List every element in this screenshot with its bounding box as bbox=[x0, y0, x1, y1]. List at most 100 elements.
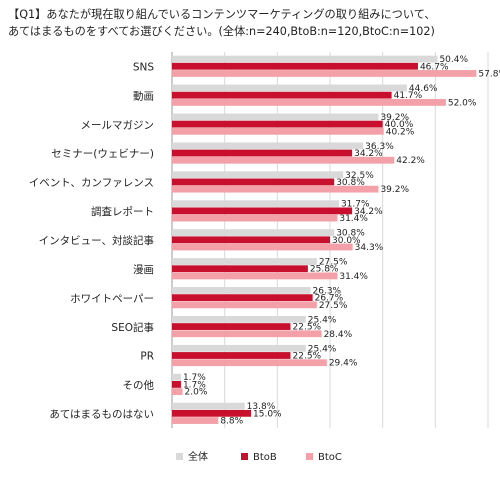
bar-全体 bbox=[172, 373, 181, 381]
chart-title-line1: 【Q1】あなたが現在取り組んでいるコンテンツマーケティングの取り組みについて、 bbox=[8, 8, 436, 21]
data-label: 26.3% bbox=[313, 286, 342, 296]
data-label: 30.0% bbox=[332, 236, 361, 246]
bar-全体 bbox=[172, 171, 344, 179]
category-label: セミナー(ウェビナー) bbox=[51, 148, 154, 160]
data-label: 40.0% bbox=[385, 120, 414, 130]
bar-全体 bbox=[172, 229, 335, 236]
bar-btob bbox=[172, 149, 353, 157]
bar-全体 bbox=[172, 258, 317, 265]
data-label: 15.0% bbox=[253, 409, 282, 419]
bar-btoc bbox=[172, 70, 477, 77]
data-label: 27.5% bbox=[319, 258, 348, 268]
bar-全体 bbox=[172, 315, 306, 323]
data-label: 36.3% bbox=[365, 142, 394, 152]
data-label: 22.5% bbox=[293, 323, 322, 333]
data-label: 32.5% bbox=[345, 171, 374, 181]
data-label: 2.0% bbox=[185, 388, 208, 398]
bar-btob bbox=[172, 236, 330, 244]
bar-全体 bbox=[172, 344, 306, 352]
bar-btoc bbox=[172, 388, 183, 396]
bar-btob bbox=[172, 323, 291, 330]
legend-label: 全体 bbox=[188, 450, 208, 463]
data-label: 25.4% bbox=[308, 315, 337, 325]
data-label: 31.4% bbox=[339, 272, 368, 282]
data-label: 31.7% bbox=[341, 200, 370, 210]
category-label: 調査レポート bbox=[91, 205, 154, 218]
category-label: あてはまるものはない bbox=[49, 409, 154, 421]
data-label: 30.8% bbox=[336, 229, 365, 239]
bar-btob bbox=[172, 352, 291, 359]
data-label: 25.4% bbox=[308, 344, 337, 354]
bar-btob bbox=[172, 207, 353, 215]
data-label: 31.4% bbox=[339, 214, 368, 224]
data-label: 41.7% bbox=[394, 91, 423, 101]
category-label: ホワイトペーパー bbox=[70, 293, 154, 305]
category-label: メールマガジン bbox=[81, 119, 155, 131]
bar-btoc bbox=[172, 417, 219, 424]
data-label: 27.5% bbox=[319, 301, 348, 311]
data-label: 1.7% bbox=[183, 373, 206, 383]
legend-label: BtoB bbox=[253, 452, 277, 463]
bar-btob bbox=[172, 294, 313, 302]
bar-全体 bbox=[172, 55, 438, 63]
data-label: 8.8% bbox=[220, 417, 243, 427]
bar-全体 bbox=[172, 402, 245, 410]
bar-btob bbox=[172, 120, 383, 128]
bar-btob bbox=[172, 62, 418, 70]
bar-btoc bbox=[172, 330, 322, 338]
category-label: その他 bbox=[123, 379, 155, 392]
data-label: 40.2% bbox=[386, 127, 415, 137]
legend-swatch bbox=[306, 453, 313, 460]
bar-btoc bbox=[172, 272, 338, 280]
category-label: SEO記事 bbox=[111, 321, 154, 334]
data-label: 1.7% bbox=[183, 380, 206, 390]
category-label: イベント、カンファレンス bbox=[29, 177, 154, 189]
bar-btoc bbox=[172, 359, 327, 367]
legend-swatch bbox=[176, 453, 183, 460]
chart-title: 【Q1】あなたが現在取り組んでいるコンテンツマーケティングの取り組みについて、 … bbox=[8, 6, 496, 40]
bar-btob bbox=[172, 91, 392, 99]
data-label: 39.2% bbox=[380, 185, 409, 195]
data-label: 50.4% bbox=[439, 55, 468, 65]
bar-btoc bbox=[172, 156, 395, 164]
data-label: 34.3% bbox=[355, 243, 384, 253]
bar-btob bbox=[172, 409, 251, 417]
bar-全体 bbox=[172, 200, 339, 208]
bar-btoc bbox=[172, 214, 338, 222]
data-label: 44.6% bbox=[409, 84, 438, 94]
data-label: 34.2% bbox=[354, 207, 383, 217]
bar-btoc bbox=[172, 127, 384, 135]
category-label: 動画 bbox=[133, 89, 154, 102]
data-label: 52.0% bbox=[448, 98, 477, 108]
bar-btoc bbox=[172, 301, 317, 309]
data-label: 29.4% bbox=[329, 359, 358, 369]
data-label: 39.2% bbox=[380, 113, 409, 123]
category-label: SNS bbox=[133, 61, 155, 73]
bar-btoc bbox=[172, 98, 446, 106]
bar-btob bbox=[172, 381, 181, 388]
bar-全体 bbox=[172, 287, 311, 294]
bar-btob bbox=[172, 265, 308, 273]
category-label: PR bbox=[140, 351, 154, 363]
data-label: 13.8% bbox=[247, 402, 276, 412]
legend-label: BtoC bbox=[318, 452, 342, 463]
bar-btob bbox=[172, 178, 335, 186]
bar-全体 bbox=[172, 113, 379, 121]
data-label: 42.2% bbox=[396, 156, 425, 166]
chart-title-line2: あてはまるものをすべてお選びください。(全体:n=240,BtoB:n=120,… bbox=[8, 25, 435, 38]
category-label: インタビュー、対談記事 bbox=[39, 234, 155, 247]
data-label: 30.8% bbox=[336, 178, 365, 188]
category-label: 漫画 bbox=[133, 263, 154, 276]
bar-全体 bbox=[172, 84, 407, 92]
data-label: 25.8% bbox=[310, 265, 339, 275]
data-label: 22.5% bbox=[293, 351, 322, 361]
data-label: 34.2% bbox=[354, 149, 383, 159]
data-label: 57.8% bbox=[478, 69, 500, 79]
bar-全体 bbox=[172, 142, 364, 150]
bar-btoc bbox=[172, 243, 353, 251]
data-label: 46.7% bbox=[420, 62, 449, 72]
bar-btoc bbox=[172, 185, 379, 193]
data-label: 28.4% bbox=[324, 330, 353, 340]
legend-swatch bbox=[241, 453, 248, 460]
